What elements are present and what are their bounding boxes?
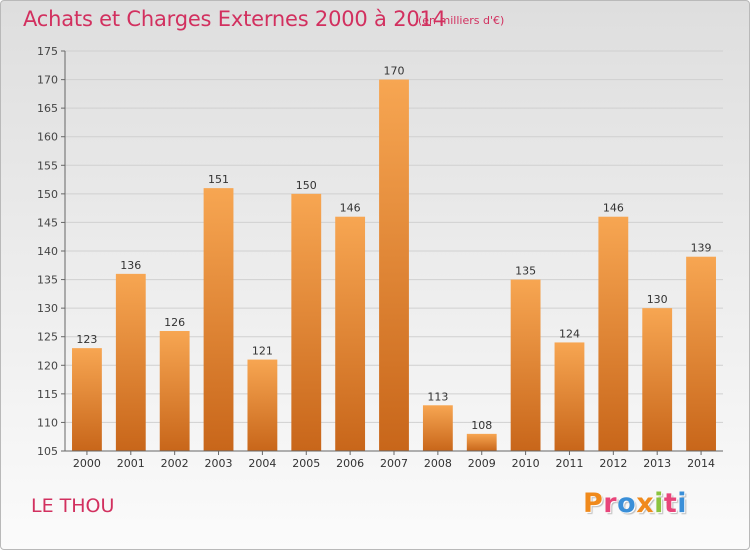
y-tick-labels: 105 110 115 120 125 130 135 140 145 150 155 160 165 1… bbox=[37, 45, 58, 458]
x-tick-label: 2010 bbox=[512, 457, 540, 470]
y-tick-label: 155 bbox=[37, 159, 58, 172]
data-label: 146 bbox=[603, 202, 624, 215]
y-tick-label: 125 bbox=[37, 331, 58, 344]
bar-2014 bbox=[686, 256, 716, 451]
bar-2000 bbox=[72, 348, 102, 451]
y-tick-label: 135 bbox=[37, 274, 58, 287]
bar-2008 bbox=[422, 405, 453, 451]
data-labels: 123 136 126 151 121 150 146 170 113 108 135 124 146 1… bbox=[76, 65, 711, 432]
commune-name: LE THOU bbox=[31, 495, 115, 517]
bar-2003 bbox=[203, 188, 234, 451]
y-tick-label: 120 bbox=[37, 359, 58, 372]
x-tick-label: 2003 bbox=[205, 457, 233, 470]
data-label: 113 bbox=[427, 390, 448, 403]
chart-title: Achats et Charges Externes 2000 à 2014 bbox=[23, 7, 446, 31]
x-tick-labels: 2000 2001 2002 2003 2004 2005 2006 2007 2008 2009… bbox=[73, 457, 715, 470]
x-tick-label: 2005 bbox=[292, 457, 320, 470]
x-tick-label: 2001 bbox=[117, 457, 145, 470]
y-tick-label: 105 bbox=[37, 445, 58, 458]
bar-2012 bbox=[598, 216, 629, 451]
logo-letter: x bbox=[636, 488, 655, 519]
bar-2009 bbox=[466, 433, 497, 451]
y-tick-label: 145 bbox=[37, 216, 58, 229]
bar-2013 bbox=[642, 308, 673, 451]
bar-2002 bbox=[159, 331, 190, 451]
logo-letter: i bbox=[654, 488, 664, 519]
data-label: 146 bbox=[340, 202, 361, 215]
bar-2006 bbox=[335, 216, 366, 451]
y-tick-label: 140 bbox=[37, 245, 58, 258]
proxiti-logo: Proxiti bbox=[583, 488, 687, 519]
x-tick-label: 2014 bbox=[687, 457, 715, 470]
x-tick-label: 2011 bbox=[555, 457, 583, 470]
x-tick-label: 2007 bbox=[380, 457, 408, 470]
x-tick-label: 2006 bbox=[336, 457, 364, 470]
x-tick-label: 2012 bbox=[599, 457, 627, 470]
y-tick-label: 170 bbox=[37, 74, 58, 87]
data-label: 124 bbox=[559, 327, 580, 340]
axes bbox=[61, 50, 723, 455]
data-label: 139 bbox=[691, 242, 712, 255]
chart-unit: (en milliers d'€) bbox=[418, 14, 505, 27]
logo-letter: i bbox=[677, 488, 688, 519]
data-label: 136 bbox=[120, 259, 141, 272]
logo-letter: P bbox=[583, 488, 604, 519]
data-label: 108 bbox=[471, 419, 492, 432]
y-tick-label: 130 bbox=[37, 302, 58, 315]
logo-letter: t bbox=[663, 488, 678, 519]
y-tick-label: 160 bbox=[37, 131, 58, 144]
bar-2007 bbox=[379, 79, 409, 452]
x-tick-label: 2002 bbox=[161, 457, 189, 470]
x-tick-label: 2009 bbox=[468, 457, 496, 470]
x-tick-label: 2000 bbox=[73, 457, 101, 470]
logo-letter: r bbox=[603, 488, 618, 519]
bar-2004 bbox=[247, 359, 278, 451]
logo-letter: o bbox=[617, 488, 637, 519]
data-label: 126 bbox=[164, 316, 185, 329]
y-tick-label: 115 bbox=[37, 388, 58, 401]
data-label: 135 bbox=[515, 265, 536, 278]
y-tick-label: 175 bbox=[37, 45, 58, 58]
data-label: 130 bbox=[647, 293, 668, 306]
data-label: 121 bbox=[252, 345, 273, 358]
x-tick-label: 2008 bbox=[424, 457, 452, 470]
y-tick-label: 165 bbox=[37, 102, 58, 115]
data-label: 151 bbox=[208, 173, 229, 186]
bar-2010 bbox=[510, 279, 541, 451]
bar-2005 bbox=[291, 193, 322, 451]
data-label: 150 bbox=[296, 179, 317, 192]
x-tick-label: 2013 bbox=[643, 457, 671, 470]
data-label: 170 bbox=[384, 65, 405, 78]
bars bbox=[72, 79, 716, 452]
bar-2011 bbox=[554, 342, 585, 451]
y-tick-label: 110 bbox=[37, 416, 58, 429]
y-tick-label: 150 bbox=[37, 188, 58, 201]
data-label: 123 bbox=[76, 333, 97, 346]
x-tick-label: 2004 bbox=[248, 457, 276, 470]
bar-2001 bbox=[115, 273, 146, 451]
